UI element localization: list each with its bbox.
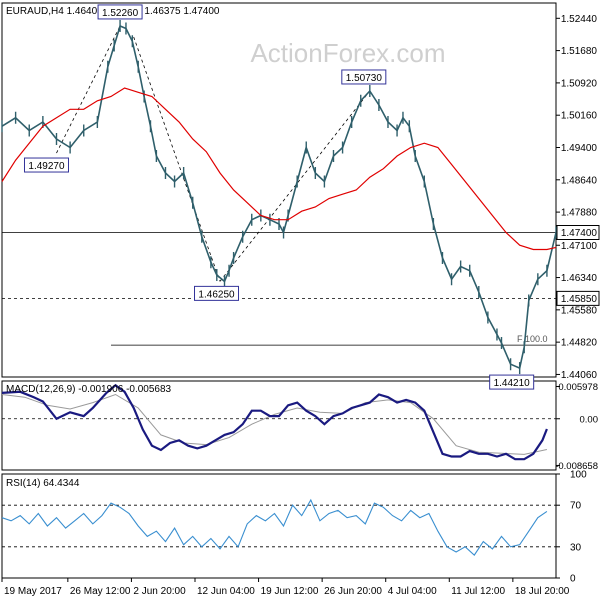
swing-label-box <box>489 374 535 390</box>
swing-label-box <box>97 4 143 20</box>
macd-panel-frame <box>1 380 557 471</box>
level-label-box <box>556 290 600 306</box>
price-y-tick-label: 1.44820 <box>561 338 598 349</box>
price-y-tick-label: 1.49400 <box>561 143 598 154</box>
price-y-tick-label: 1.52440 <box>561 14 598 25</box>
macd-title: MACD(12,26,9) -0.001906 -0.005683 <box>6 384 172 395</box>
swing-label: 1.52260 <box>102 8 139 19</box>
trend-line-2 <box>219 90 371 282</box>
price-panel-frame <box>1 2 557 378</box>
current-price-label-box <box>556 225 600 240</box>
price-y-tick-label: 1.45580 <box>561 305 598 316</box>
swing-label: 1.44210 <box>494 378 531 389</box>
x-axis-label: 19 May 2017 <box>4 586 62 597</box>
rsi-y-tick-label: 0 <box>570 574 576 585</box>
x-axis-label: 4 Jul 04:00 <box>388 586 437 597</box>
x-axis-label: 18 Jul 20:00 <box>515 586 570 597</box>
trend-line-1 <box>133 36 221 282</box>
x-axis-label: 26 Jun 20:00 <box>324 586 382 597</box>
x-axis-label: 2 Jun 20:00 <box>133 586 186 597</box>
watermark: ActionForex.com <box>250 38 445 68</box>
swing-label: 1.49270 <box>28 161 65 172</box>
trend-line-0 <box>56 25 121 154</box>
rsi-y-tick-label: 30 <box>570 542 582 553</box>
price-y-tick-label: 1.51680 <box>561 46 598 57</box>
price-series-line <box>1 24 557 370</box>
x-axis-label: 26 May 12:00 <box>70 586 131 597</box>
x-axis-label: 12 Jun 04:00 <box>197 586 255 597</box>
rsi-y-tick-label: 100 <box>570 470 587 481</box>
macd-y-tick-label: -0.008658 <box>555 461 598 472</box>
swing-label: 1.46250 <box>198 289 235 300</box>
moving-average-line <box>1 87 557 251</box>
rsi-line <box>1 498 548 556</box>
price-y-tick-label: 1.48640 <box>561 175 598 186</box>
price-y-tick-label: 1.47100 <box>561 241 598 252</box>
price-y-tick-label: 1.44060 <box>561 370 598 381</box>
swing-label-box <box>341 69 387 85</box>
swing-label-box <box>23 157 69 173</box>
fib-label: F 100.0 <box>517 334 548 344</box>
rsi-y-tick-label: 70 <box>570 501 582 512</box>
macd-y-tick-label: 0.005978 <box>558 382 598 393</box>
swing-label-box <box>194 285 240 301</box>
current-price-label: 1.47400 <box>561 228 598 239</box>
swing-label: 1.50730 <box>346 73 383 84</box>
price-y-tick-label: 1.47880 <box>561 208 598 219</box>
macd-signal-line <box>1 393 548 455</box>
price-y-tick-label: 1.50920 <box>561 78 598 89</box>
x-axis-label: 11 Jul 12:00 <box>451 586 505 597</box>
rsi-panel-frame <box>1 473 557 579</box>
price-y-tick-label: 1.50160 <box>561 111 598 122</box>
price-y-tick-label: 1.46340 <box>561 273 598 284</box>
level-label: 1.45850 <box>561 294 598 305</box>
rsi-title: RSI(14) 64.4344 <box>6 478 80 489</box>
macd-line <box>1 383 548 461</box>
macd-y-tick-label: 0.00 <box>580 414 599 425</box>
x-axis-label: 19 Jun 12:00 <box>261 586 319 597</box>
